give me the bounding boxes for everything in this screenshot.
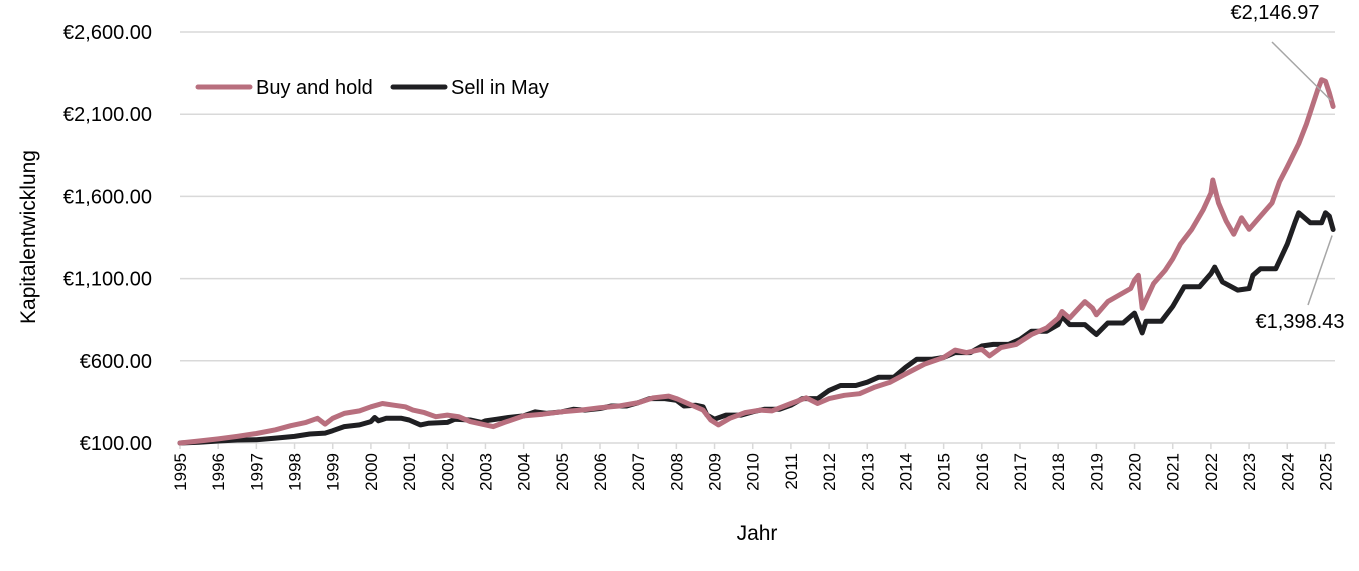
x-tick-label: 1998 (286, 453, 305, 491)
x-tick-label: 2006 (591, 453, 610, 491)
legend: Buy and hold Sell in May (195, 77, 549, 99)
x-tick-label: 1997 (247, 453, 266, 491)
x-tick-label: 2011 (782, 453, 801, 490)
x-tick-label: 2001 (400, 453, 419, 491)
x-tick-label: 2022 (1202, 453, 1221, 491)
x-axis-ticks: 1995 1996 1997 1998 1999 2000 2001 2002 2003 2004… (171, 443, 1335, 491)
y-tick-label: €1,600.00 (63, 186, 152, 208)
x-tick-label: 2015 (935, 453, 954, 491)
annotations: €2,146.97 €1,398.43 (1231, 2, 1345, 333)
x-tick-label: 2021 (1164, 453, 1183, 491)
x-tick-label: 2017 (1011, 453, 1030, 491)
y-tick-label: €100.00 (80, 433, 152, 455)
x-tick-label: 2018 (1049, 453, 1068, 491)
x-tick-label: 2010 (744, 453, 763, 491)
y-tick-label: €600.00 (80, 351, 152, 373)
x-tick-label: 2005 (553, 453, 572, 491)
x-axis-title: Jahr (737, 522, 778, 545)
x-tick-label: 2014 (896, 453, 915, 491)
x-tick-label: 1996 (209, 453, 228, 491)
series-line-buy-and-hold (177, 77, 1336, 446)
series-lines (177, 77, 1336, 446)
x-tick-label: 2000 (362, 453, 381, 491)
annotation-leader-sell-in-may (1307, 235, 1333, 306)
x-tick-label: 2023 (1240, 453, 1259, 491)
gridlines (180, 31, 1335, 362)
x-tick-label: 2012 (820, 453, 839, 491)
annotation-sell-in-may-final: €1,398.43 (1256, 311, 1345, 333)
x-tick-label: 2016 (973, 453, 992, 491)
x-tick-label: 1999 (324, 453, 343, 491)
x-tick-label: 2009 (706, 453, 725, 491)
y-axis-title: Kapitalentwicklung (17, 150, 40, 324)
x-tick-label: 2002 (438, 453, 457, 491)
y-tick-label: €2,600.00 (63, 22, 152, 44)
x-tick-label: 1995 (171, 453, 190, 491)
x-tick-label: 2024 (1278, 453, 1297, 491)
x-tick-label: 2004 (515, 453, 534, 491)
x-tick-label: 2019 (1087, 453, 1106, 491)
x-tick-label: 2007 (629, 453, 648, 491)
annotation-leader-buy-and-hold (1271, 41, 1332, 102)
x-tick-label: 2008 (667, 453, 686, 491)
y-axis-ticks: €100.00 €600.00 €1,100.00 €1,600.00 €2,100.0… (63, 22, 152, 455)
x-tick-label: 2025 (1316, 453, 1335, 491)
legend-label-buy-and-hold: Buy and hold (256, 77, 373, 99)
y-tick-label: €1,100.00 (63, 269, 152, 291)
x-tick-label: 2003 (476, 453, 495, 491)
annotation-buy-and-hold-final: €2,146.97 (1231, 2, 1320, 24)
x-tick-label: 2020 (1126, 453, 1145, 491)
x-tick-label: 2013 (858, 453, 877, 491)
y-tick-label: €2,100.00 (63, 104, 152, 126)
legend-label-sell-in-may: Sell in May (451, 77, 549, 99)
